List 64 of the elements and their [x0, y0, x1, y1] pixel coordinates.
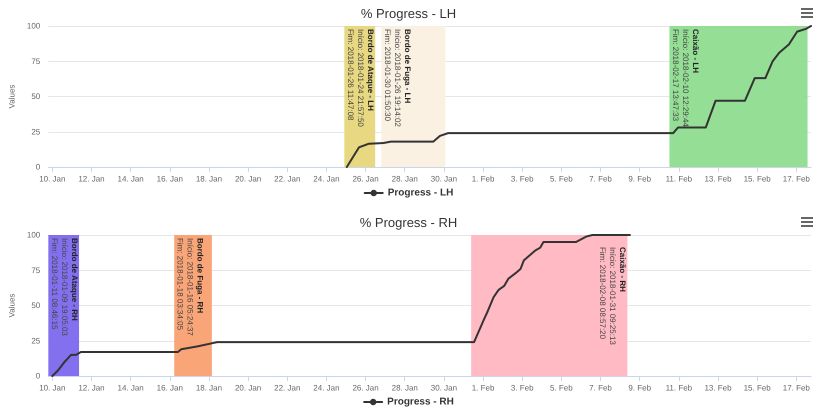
band-label: Caixão - RH Início: 2018-01-31 09:25:13 Fim: 2018-02-08 08:57:20: [598, 247, 627, 346]
x-tick-label: 5. Feb: [550, 384, 574, 392]
band-label: Bordo de Fuga - LH Início: 2018-01-26 19:14:02 Fim: 2018-01-30 01:50:30: [382, 29, 412, 128]
x-tick-label: 22. Jan: [274, 384, 300, 392]
chart-title: % Progress - LH: [360, 6, 456, 21]
legend-label: Progress - LH: [388, 188, 454, 198]
line-series: [51, 234, 631, 377]
x-tick-label: 13. Feb: [704, 174, 732, 184]
x-tick-label: 30. Jan: [430, 174, 458, 184]
x-tick-label: 7. Feb: [589, 174, 612, 184]
x-tick-label: 12. Jan: [78, 384, 105, 392]
y-tick-label: 0: [36, 372, 41, 380]
x-tick-label: 3. Feb: [510, 384, 534, 392]
y-axis-title: Values: [8, 294, 16, 318]
y-tick-label: 75: [31, 56, 41, 66]
band-label: Bordo de Fuga - RH Início: 2018-01-16 05:24:37 Fim: 2018-01-18 03:34:05: [176, 238, 205, 336]
y-tick-label: 0: [36, 162, 41, 172]
y-tick-label: 25: [31, 127, 41, 136]
x-tick-label: 16. Jan: [156, 174, 183, 184]
x-tick-label: 5. Feb: [550, 174, 574, 184]
x-tick-label: 12. Jan: [78, 174, 105, 184]
y-axis-title: Values: [8, 84, 16, 108]
x-tick-label: 1. Feb: [472, 174, 495, 184]
x-tick-label: 30. Jan: [430, 384, 458, 392]
y-tick-label: 50: [31, 301, 41, 310]
y-tick-label: 100: [26, 230, 41, 240]
x-tick-label: 26. Jan: [352, 384, 379, 392]
x-tick-label: 18. Jan: [196, 174, 222, 184]
x-tick-label: 9. Feb: [628, 384, 652, 392]
x-tick-label: 24. Jan: [313, 174, 340, 184]
chart-title: % Progress - RH: [360, 215, 458, 230]
band-label: Bordo de Ataque - LH Início: 2018-01-24 21:57:50 Fim: 2018-01-26 11:47:08: [346, 29, 375, 128]
x-tick-label: 17. Feb: [782, 174, 810, 184]
x-tick-label: 10. Jan: [39, 384, 66, 392]
x-tick-label: 1. Feb: [472, 384, 495, 392]
x-tick-label: 11. Feb: [666, 384, 693, 392]
x-tick-label: 11. Feb: [666, 174, 693, 184]
x-tick-label: 14. Jan: [118, 174, 144, 184]
y-tick-label: 100: [26, 22, 41, 30]
x-tick-label: 24. Jan: [313, 384, 340, 392]
x-tick-label: 28. Jan: [392, 174, 418, 184]
y-tick-label: 75: [31, 266, 41, 275]
line-series: [346, 25, 812, 168]
x-tick-label: 3. Feb: [510, 174, 534, 184]
x-tick-label: 20. Jan: [234, 174, 262, 184]
x-tick-label: 16. Jan: [156, 384, 183, 392]
x-tick-label: 17. Feb: [782, 384, 810, 392]
x-tick-label: 14. Jan: [118, 384, 144, 392]
x-tick-label: 22. Jan: [274, 174, 300, 184]
y-tick-label: 50: [31, 92, 41, 101]
y-tick-label: 25: [31, 336, 41, 346]
legend-label: Progress - RH: [387, 396, 454, 408]
x-tick-label: 9. Feb: [628, 174, 652, 184]
x-tick-label: 28. Jan: [392, 384, 418, 392]
x-tick-label: 26. Jan: [352, 174, 379, 184]
x-tick-label: 15. Feb: [744, 174, 772, 184]
x-tick-label: 15. Feb: [744, 384, 772, 392]
band-label: Bordo de Ataque - RH Início: 2018-01-09 19:05:03 Fim: 2018-01-11 08:46:15: [50, 238, 79, 336]
x-tick-label: 13. Feb: [704, 384, 732, 392]
x-tick-label: 10. Jan: [39, 174, 66, 184]
band-label: Caixão - LH Início: 2018-02-10 12:29:44 Fim: 2018-02-17 13:47:33: [670, 29, 700, 128]
x-tick-label: 7. Feb: [589, 384, 612, 392]
x-tick-label: 18. Jan: [196, 384, 222, 392]
x-tick-label: 20. Jan: [234, 384, 262, 392]
